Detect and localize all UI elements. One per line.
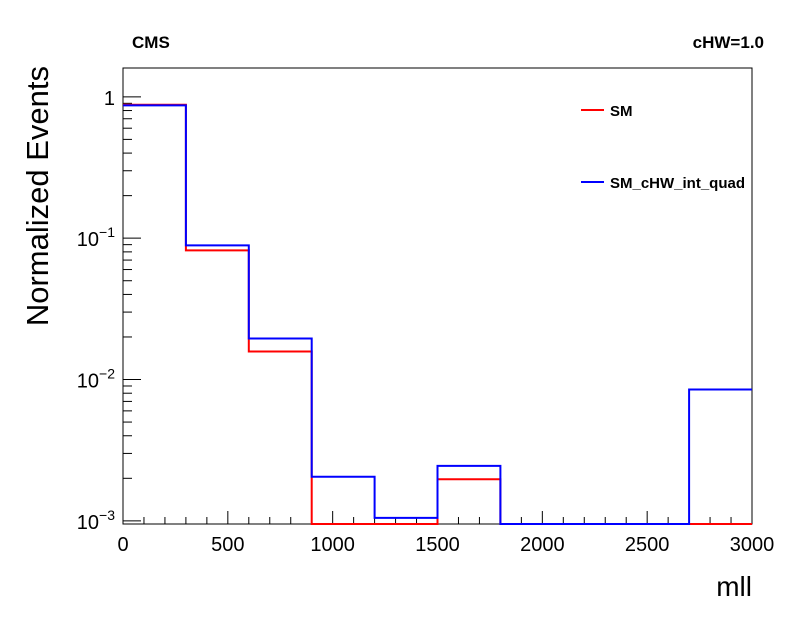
series-layer [123,103,752,525]
y-axis: 1 10−1 10−2 10−3 [77,88,141,534]
y-tick-label: 10−1 [77,224,115,251]
y-tick-label: 10−3 [77,507,115,534]
y-tick-label: 10−2 [77,366,115,393]
series-line-sm [123,103,752,525]
series-line-cHW [123,104,752,525]
legend-label-sm: SM [610,103,633,120]
x-tick-label: 2000 [520,534,565,556]
x-axis: 0 500 1000 1500 2000 2500 3000 [117,511,774,556]
experiment-label: CMS [132,33,170,52]
parameter-label: cHW=1.0 [693,33,764,52]
y-axis-title: Normalized Events [20,66,55,326]
x-tick-label: 1000 [310,534,355,556]
x-tick-label: 1500 [415,534,460,556]
x-tick-label: 0 [117,534,128,556]
legend-label-cHW: SM_cHW_int_quad [610,175,745,192]
x-axis-title: mll [716,571,752,602]
y-tick-label: 1 [104,88,115,110]
x-tick-label: 2500 [625,534,670,556]
x-tick-label: 3000 [730,534,775,556]
legend: SM SM_cHW_int_quad [581,103,745,192]
plot-frame [122,67,753,525]
x-tick-label: 500 [211,534,244,556]
